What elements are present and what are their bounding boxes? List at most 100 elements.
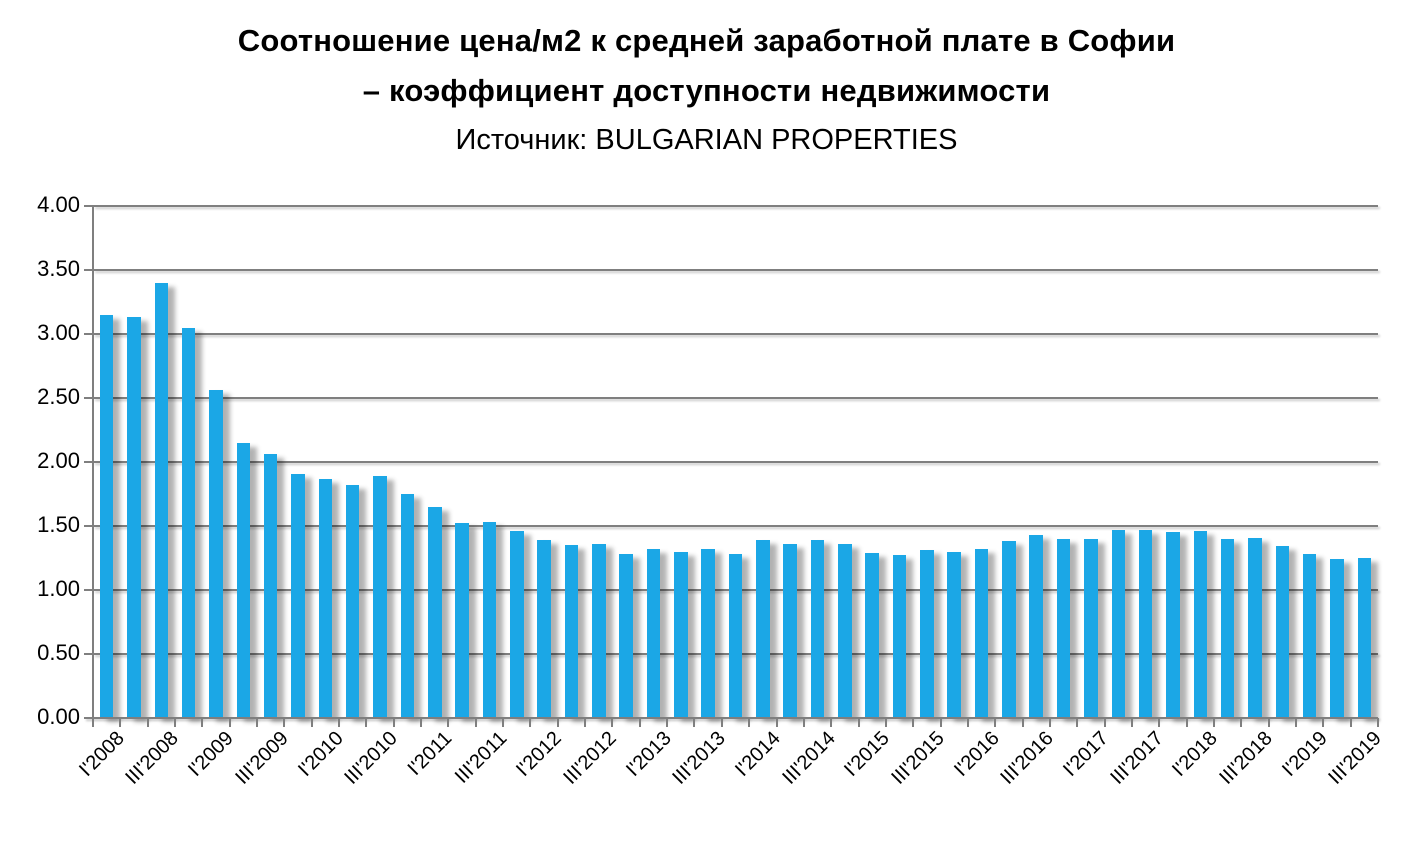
y-tick-3.00 [84,333,93,335]
x-tick [228,718,231,727]
x-axis-label-I'2017: I'2017 [1059,727,1113,781]
x-tick [775,718,778,727]
x-tick [584,718,587,727]
chart-title-line-2: – коэффициент доступности недвижимости [362,73,1051,108]
x-tick [1158,718,1161,727]
bar-I'2012 [537,540,551,718]
y-axis-label: 3.50 [37,256,80,281]
bar-I'2008 [99,314,114,718]
bar-III'2015 [920,550,934,718]
x-tick [92,718,94,727]
x-tick [693,718,696,727]
x-axis-label-III'2014: III'2014 [777,727,840,789]
bar-II'2010 [345,485,360,718]
bar-II'2012 [564,545,579,718]
bar-I'2016 [974,549,989,718]
bar-IV'2010 [400,494,415,718]
x-axis-label-III'2017: III'2017 [1105,727,1168,789]
x-tick [611,718,614,727]
x-tick [1130,718,1133,727]
y-axis-label: 1.00 [37,576,80,601]
y-axis-label: 0.50 [37,640,80,665]
bar-I'2018 [1193,531,1208,718]
x-tick [174,718,177,727]
x-tick [146,718,149,727]
x-tick [857,718,860,727]
x-tick [447,718,450,727]
y-axis-label: 2.00 [37,448,80,473]
x-axis-label-III'2019: III'2019 [1324,727,1387,789]
bar-III'2018 [1248,537,1262,718]
x-axis-label-III'2012: III'2012 [559,727,621,789]
bar-II'2019 [1330,559,1344,718]
x-tick [994,718,997,727]
bar-IV'2015 [947,551,961,718]
x-tick [748,718,751,727]
x-tick [310,718,313,727]
y-axis-label: 4.00 [37,192,80,217]
bar-III'2016 [1029,534,1043,718]
bar-II'2011 [455,523,469,718]
x-axis-label-I'2016: I'2016 [949,727,1004,781]
y-tick-1.50 [84,525,93,527]
bar-III'2017 [1138,529,1153,718]
x-axis-label-I'2012: I'2012 [512,727,566,781]
x-tick [1185,718,1188,727]
x-tick [256,718,259,727]
bar-I'2010 [318,478,333,718]
x-tick [884,718,887,727]
bar-I'2009 [209,390,223,718]
x-tick [420,718,423,727]
x-axis-label-I'2013: I'2013 [621,727,676,781]
x-axis-label-III'2018: III'2018 [1215,727,1277,789]
bar-III'2013 [701,549,715,718]
x-tick [1240,718,1243,727]
y-axis-line [92,206,94,727]
bar-I'2017 [1084,538,1098,718]
chart-title-line-1: Соотношение цена/м2 к средней заработной… [237,23,1176,58]
bar-III'2012 [592,543,606,718]
x-axis-label-III'2010: III'2010 [340,727,402,789]
x-tick [474,718,477,727]
x-tick [529,718,532,727]
bar-II'2009 [236,442,251,718]
bar-II'2016 [1002,541,1016,718]
y-tick-1.00 [84,589,93,591]
bar-II'2008 [127,317,141,718]
bar-II'2014 [783,543,797,718]
gridline-4.00 [93,205,1378,207]
x-tick [666,718,669,727]
bar-IV'2014 [838,543,852,718]
x-tick [119,718,122,727]
x-tick [283,718,286,727]
y-tick-2.00 [84,461,93,463]
x-tick [966,718,969,727]
bar-IV'2016 [1056,538,1071,718]
x-tick [1294,718,1297,727]
bar-II'2017 [1111,529,1126,718]
y-axis-label: 3.00 [37,320,80,345]
x-tick [1076,718,1079,727]
x-tick [1048,718,1051,727]
x-tick [939,718,942,727]
x-tick [365,718,368,727]
x-axis-label-III'2013: III'2013 [668,727,731,789]
chart-title-block: Соотношение цена/м2 к средней заработной… [0,16,1413,164]
bar-III'2014 [810,540,825,718]
x-tick [1349,718,1352,727]
x-axis-label-III'2011: III'2011 [450,727,512,788]
bar-IV'2008 [181,327,196,718]
x-axis-label-I'2019: I'2019 [1277,727,1332,781]
bar-II'2013 [674,551,688,718]
y-axis-label: 2.50 [37,384,80,409]
bar-III'2010 [373,476,387,718]
bar-III'2019 [1357,558,1372,718]
bar-I'2014 [756,540,770,718]
bar-III'2008 [154,282,169,718]
bar-IV'2018 [1275,546,1290,718]
x-tick [201,718,204,727]
x-axis-label-I'2010: I'2010 [293,727,348,781]
y-tick-3.50 [84,269,93,271]
gridline-1.50 [93,525,1378,527]
x-axis-line [84,717,1378,719]
